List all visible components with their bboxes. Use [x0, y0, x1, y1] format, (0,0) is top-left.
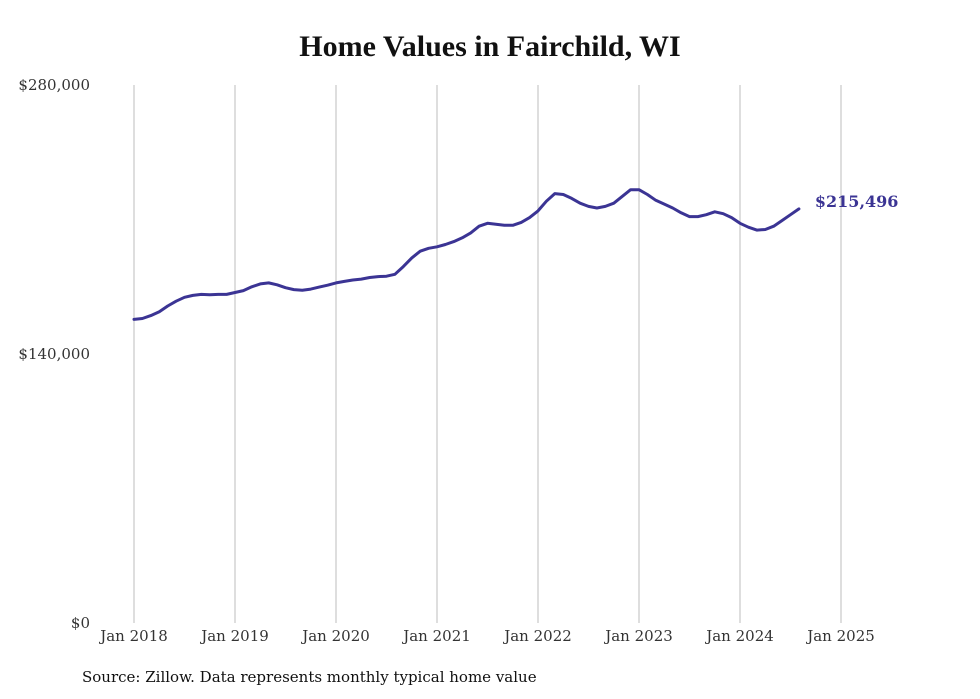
- end-value-label: $215,496: [815, 192, 899, 211]
- series-line: [132, 188, 801, 321]
- x-tick-label: Jan 2023: [603, 627, 673, 645]
- x-tick-label: Jan 2019: [199, 627, 269, 645]
- x-tick-label: Jan 2025: [805, 627, 875, 645]
- x-tick-label: Jan 2024: [704, 627, 774, 645]
- y-tick-label: $280,000: [18, 76, 90, 94]
- chart-title: Home Values in Fairchild, WI: [299, 30, 681, 63]
- y-axis-labels: $0 $140,000 $280,000: [18, 76, 90, 632]
- x-tick-label: Jan 2021: [401, 627, 471, 645]
- x-tick-label: Jan 2020: [300, 627, 370, 645]
- source-note: Source: Zillow. Data represents monthly …: [82, 668, 537, 686]
- x-tick-label: Jan 2018: [98, 627, 168, 645]
- y-tick-label: $0: [71, 614, 90, 632]
- y-tick-label: $140,000: [18, 345, 90, 363]
- x-axis-labels: Jan 2018 Jan 2019 Jan 2020 Jan 2021 Jan 2022…: [98, 627, 875, 645]
- x-tick-label: Jan 2022: [502, 627, 572, 645]
- gridlines: [133, 85, 842, 623]
